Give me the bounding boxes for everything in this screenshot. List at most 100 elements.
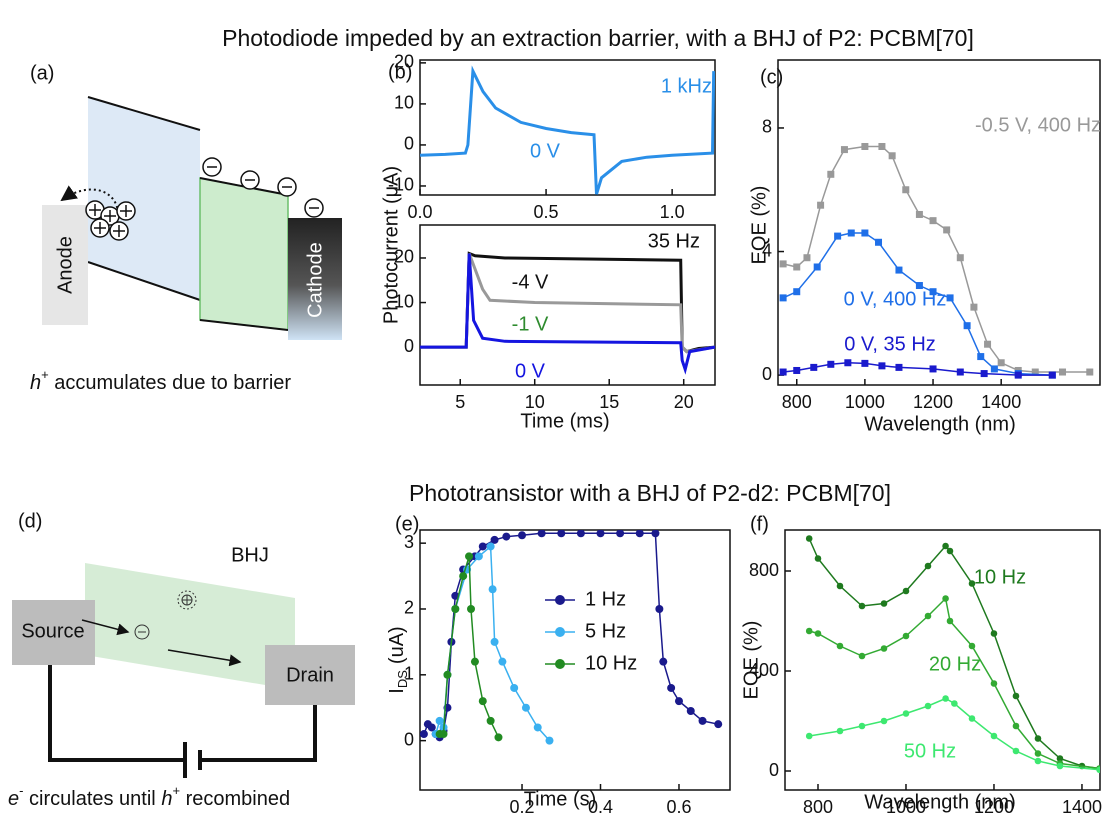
x-axis-label: Wavelength (nm)	[864, 413, 1016, 435]
marker	[779, 368, 787, 376]
marker	[651, 530, 660, 538]
marker	[537, 530, 546, 538]
marker	[498, 657, 507, 666]
panel-label: (c)	[760, 66, 783, 88]
y-axis-label: IDS (uA)	[386, 626, 410, 693]
series-line	[420, 252, 715, 354]
marker	[793, 288, 801, 296]
plot-area	[420, 530, 723, 745]
legend: 1 Hz 5 Hz 10 Hz	[545, 588, 637, 674]
anode-box	[42, 205, 88, 325]
plot-frame	[419, 529, 731, 791]
legend-label: 1 Hz	[585, 588, 626, 610]
marker	[779, 294, 787, 302]
y-tick-label: 0	[404, 336, 414, 356]
hop-arrow	[60, 185, 120, 219]
marker	[836, 582, 844, 590]
marker	[521, 703, 530, 712]
y-tick-label: 1	[404, 664, 414, 684]
marker	[880, 645, 888, 652]
marker	[1059, 368, 1067, 376]
marker	[861, 359, 869, 367]
marker	[946, 294, 954, 302]
x-tick-label: 10	[525, 392, 545, 412]
marker	[474, 552, 483, 561]
series-line	[783, 362, 1053, 376]
marker	[990, 680, 998, 687]
series-label: 0 V, 400 Hz	[844, 288, 947, 310]
marker	[902, 710, 910, 717]
marker	[486, 542, 495, 551]
marker	[836, 727, 844, 735]
marker	[880, 717, 888, 725]
marker	[827, 360, 835, 368]
marker	[1048, 371, 1056, 379]
marker	[968, 642, 976, 650]
marker	[439, 730, 448, 739]
marker	[502, 532, 511, 541]
series-label: 1 kHz	[661, 75, 712, 97]
band-edge	[87, 261, 201, 301]
marker	[924, 612, 932, 620]
marker	[990, 732, 998, 740]
x-tick-label: 1.0	[660, 202, 685, 222]
legend-swatch	[555, 627, 565, 637]
marker	[984, 340, 992, 348]
marker	[861, 143, 869, 151]
marker	[467, 604, 476, 613]
y-tick-label: 20	[394, 52, 414, 72]
x-tick-label: 15	[599, 392, 619, 412]
series-label: -4 V	[512, 271, 549, 293]
legend-label: 10 Hz	[585, 652, 637, 674]
marker	[427, 723, 436, 732]
marker	[844, 359, 852, 367]
series-label: 0 V	[515, 360, 546, 382]
y-tick-label: 10	[394, 291, 414, 311]
x-tick-label: 800	[803, 797, 833, 813]
marker	[510, 683, 519, 692]
marker	[834, 232, 842, 240]
chart: 800 1000 1200 1400 0 4 8 (c) Wavelength (nm) EQE …	[748, 59, 1101, 435]
marker	[956, 254, 964, 262]
barrier-band	[88, 97, 200, 300]
marker	[943, 226, 951, 234]
y-tick-label: 400	[749, 660, 779, 680]
marker	[686, 707, 695, 716]
marker	[963, 322, 971, 330]
caption-part: +	[41, 367, 49, 382]
series-line	[420, 65, 715, 195]
marker	[858, 602, 866, 610]
caption-part: h	[161, 788, 172, 810]
x-tick-label: 1400	[1062, 797, 1102, 813]
series-label: -1 V	[512, 313, 549, 335]
x-tick-label: 1000	[845, 392, 885, 412]
bhj-band	[199, 177, 289, 331]
series-line	[782, 232, 1053, 376]
marker	[1096, 766, 1100, 774]
marker	[779, 260, 787, 268]
marker	[929, 365, 937, 373]
flow-arrow	[167, 649, 242, 667]
marker	[1056, 762, 1064, 770]
marker	[942, 542, 949, 550]
marker	[1012, 692, 1020, 700]
diagram-a: (a) Anode Cathode h+ accumulates due to …	[30, 62, 342, 394]
series-label: 10 Hz	[974, 566, 1026, 588]
plot-area	[420, 65, 715, 195]
marker	[1034, 757, 1042, 765]
y-axis-label: Photocurrent (μA)	[380, 166, 402, 324]
marker	[714, 720, 723, 729]
marker	[478, 542, 487, 551]
band-edge	[199, 319, 289, 331]
x-tick-label: 1200	[913, 392, 953, 412]
x-tick-label: 0.4	[588, 797, 613, 813]
marker	[576, 530, 585, 538]
marker	[817, 201, 825, 209]
caption: h+ accumulates due to barrier	[30, 367, 291, 394]
marker	[518, 531, 527, 540]
x-tick-label: 1200	[974, 797, 1014, 813]
panel-label: (b)	[388, 61, 412, 83]
marker	[895, 266, 903, 274]
